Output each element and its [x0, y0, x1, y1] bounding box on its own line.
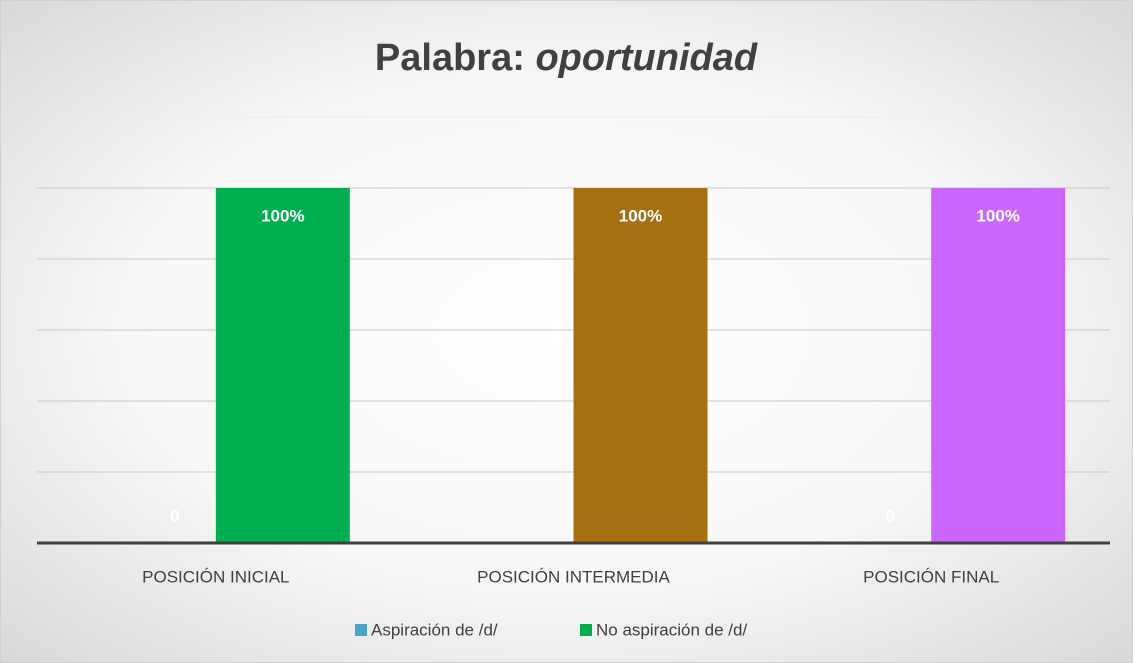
data-label: 100%	[261, 206, 304, 225]
data-label: 100%	[619, 206, 662, 225]
bar	[215, 188, 350, 543]
data-label: 0	[885, 506, 894, 525]
x-tick-label: POSICIÓN FINAL	[863, 567, 999, 586]
title-main: Palabra:	[375, 37, 525, 79]
x-tick-label: POSICIÓN INTERMEDIA	[477, 567, 670, 586]
data-label: 100%	[976, 206, 1019, 225]
legend-label: Aspiración de /d/	[371, 620, 498, 639]
chart-title: Palabra: oportunidad	[375, 37, 758, 79]
legend-swatch	[580, 624, 592, 636]
legend-swatch	[355, 624, 367, 636]
data-label: 0	[170, 506, 179, 525]
title-italic: oportunidad	[535, 37, 757, 79]
bar	[931, 188, 1066, 543]
bar	[573, 188, 708, 543]
x-tick-label: POSICIÓN INICIAL	[142, 567, 289, 586]
legend-label: No aspiración de /d/	[596, 620, 747, 639]
